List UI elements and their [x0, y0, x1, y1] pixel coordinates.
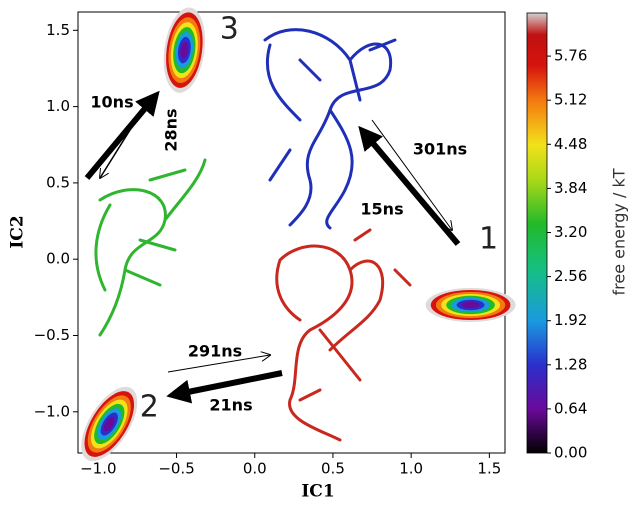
state-label: 3	[220, 12, 239, 47]
y-tick-label: 1.0	[46, 97, 70, 115]
colorbar-label: free energy / kT	[610, 168, 629, 295]
rna-blue	[263, 28, 397, 230]
y-tick-label: 1.5	[46, 21, 70, 39]
plot-frame	[77, 11, 506, 454]
y-tick-label: 0.5	[46, 173, 70, 191]
basin-level	[103, 416, 115, 432]
colorbar-tick-label: 0.00	[554, 444, 587, 462]
arrow	[167, 355, 270, 373]
y-tick-label: −1.0	[34, 402, 70, 420]
rna-red	[275, 228, 412, 442]
colorbar-tick-label: 5.12	[554, 91, 587, 109]
rna-structures	[94, 28, 412, 442]
x-tick-label: −1.0	[80, 460, 116, 478]
arrows	[84, 90, 461, 404]
transition-label: 15ns	[360, 200, 403, 219]
colorbar-tick-label: 5.76	[554, 47, 587, 65]
basin-level	[180, 41, 189, 59]
colorbar-tick-label: 4.48	[554, 135, 587, 153]
colorbar-tick-label: 2.56	[554, 267, 587, 285]
colorbar-tick-label: 1.28	[554, 355, 587, 373]
transition-label: 291ns	[188, 342, 242, 361]
x-tick-label: 0.0	[243, 460, 267, 478]
arrow	[100, 97, 151, 178]
x-tick-label: 1.5	[477, 460, 501, 478]
colorbar	[526, 12, 548, 454]
colorbar-tick-label: 3.84	[554, 179, 587, 197]
state-label: 2	[140, 390, 159, 425]
arrow	[371, 119, 452, 230]
x-tick-label: 0.5	[321, 460, 345, 478]
x-axis-label: IC1	[301, 482, 334, 502]
state-label: 1	[479, 221, 498, 256]
basin-level	[461, 301, 480, 309]
basin	[425, 287, 516, 322]
transition-label: 21ns	[209, 396, 252, 415]
y-axis-label: IC2	[8, 215, 28, 248]
x-tick-label: 1.0	[399, 460, 423, 478]
arrow	[166, 370, 283, 404]
transition-label: 301ns	[413, 140, 467, 159]
basin	[163, 7, 206, 93]
colorbar-tick-label: 0.64	[554, 399, 587, 417]
transition-label: 10ns	[90, 93, 133, 112]
basin	[81, 386, 138, 462]
colorbar-tick-label: 1.92	[554, 311, 587, 329]
transition-label: 28ns	[162, 108, 181, 151]
x-tick-label: −0.5	[158, 460, 194, 478]
y-tick-label: −0.5	[34, 326, 70, 344]
rna-green	[94, 158, 207, 337]
y-tick-label: 0.0	[46, 250, 70, 268]
colorbar-tick-label: 3.20	[554, 223, 587, 241]
